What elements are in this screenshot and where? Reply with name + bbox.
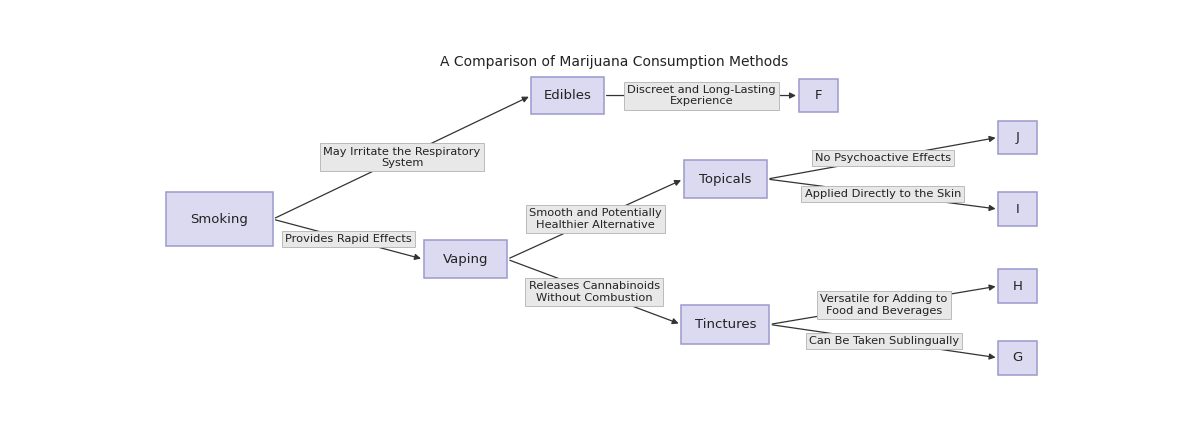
Text: J: J [1016,131,1019,144]
Text: I: I [1016,203,1019,216]
FancyBboxPatch shape [799,79,837,112]
Text: Smooth and Potentially
Healthier Alternative: Smooth and Potentially Healthier Alterna… [530,208,661,230]
FancyBboxPatch shape [684,160,767,198]
Text: Applied Directly to the Skin: Applied Directly to the Skin [805,189,961,199]
Text: Provides Rapid Effects: Provides Rapid Effects [285,234,412,244]
Text: Discreet and Long-Lasting
Experience: Discreet and Long-Lasting Experience [627,85,775,106]
Text: Can Be Taken Sublingually: Can Be Taken Sublingually [809,336,958,346]
Text: H: H [1014,279,1023,293]
FancyBboxPatch shape [532,77,604,114]
FancyBboxPatch shape [998,121,1037,154]
FancyBboxPatch shape [998,269,1037,303]
FancyBboxPatch shape [167,192,273,246]
Text: May Irritate the Respiratory
System: May Irritate the Respiratory System [323,147,480,168]
Text: Releases Cannabinoids
Without Combustion: Releases Cannabinoids Without Combustion [528,281,660,302]
FancyBboxPatch shape [682,305,769,344]
Text: F: F [815,89,822,102]
FancyBboxPatch shape [424,240,507,279]
Text: Vaping: Vaping [443,253,488,266]
Text: A Comparison of Marijuana Consumption Methods: A Comparison of Marijuana Consumption Me… [440,56,788,69]
Text: Tinctures: Tinctures [695,318,756,331]
FancyBboxPatch shape [998,341,1037,375]
Text: Versatile for Adding to
Food and Beverages: Versatile for Adding to Food and Beverag… [821,294,948,316]
Text: Edibles: Edibles [544,89,592,102]
FancyBboxPatch shape [998,192,1037,226]
Text: G: G [1012,352,1023,365]
Text: Smoking: Smoking [190,213,248,226]
Text: No Psychoactive Effects: No Psychoactive Effects [815,153,951,163]
Text: Topicals: Topicals [700,173,751,186]
